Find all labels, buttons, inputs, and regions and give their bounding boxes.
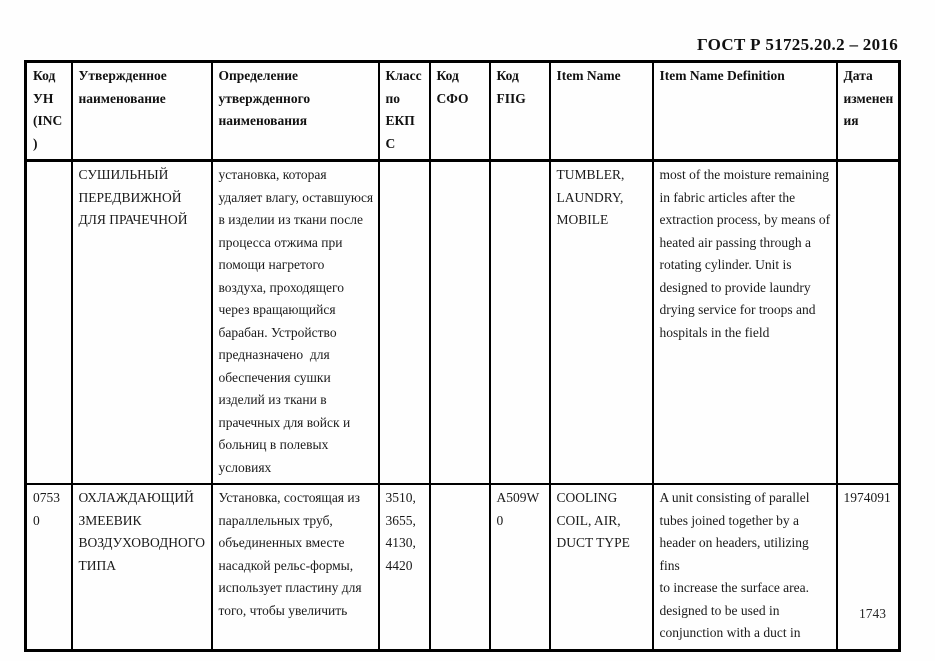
cell-inc-code: 07530	[24, 483, 73, 651]
table-row: СУШИЛЬНЫЙ ПЕРЕДВИЖНОЙ ДЛЯ ПРАЧЕЧНОЙ уста…	[24, 159, 901, 485]
header-item-name-definition: Item Name Definition	[651, 60, 838, 162]
header-row: Код УН (INC) Утвержденное наименование О…	[24, 60, 901, 162]
header-ekps-class: Класс по ЕКПС	[377, 60, 431, 162]
cell-inc-code	[24, 159, 73, 485]
cell-approved-name-definition: установка, которая удаляет влагу, оставш…	[210, 159, 380, 485]
cell-item-name-definition: A unit consisting of parallel tubes join…	[651, 483, 838, 651]
cell-fiig-code	[488, 159, 551, 485]
cell-approved-name: СУШИЛЬНЫЙ ПЕРЕДВИЖНОЙ ДЛЯ ПРАЧЕЧНОЙ	[70, 159, 213, 485]
cell-ekps-class	[377, 159, 431, 485]
header-fiig-code: Код FIIG	[488, 60, 551, 162]
cell-item-name-definition: most of the moisture remaining in fabric…	[651, 159, 838, 485]
header-approved-name-definition: Определение утвержденного наименования	[210, 60, 380, 162]
doc-header: ГОСТ Р 51725.20.2 – 2016	[24, 35, 898, 55]
cell-approved-name: ОХЛАЖДАЮЩИЙ ЗМЕЕВИК ВОЗДУХОВОДНОГО ТИПА	[70, 483, 213, 651]
header-change-date: Дата изменен ия	[835, 60, 901, 162]
cell-sfo-code	[428, 159, 491, 485]
cell-sfo-code	[428, 483, 491, 651]
cell-change-date: 1974091	[835, 483, 901, 651]
header-inc-code: Код УН (INC)	[24, 60, 73, 162]
header-item-name: Item Name	[548, 60, 654, 162]
inc-catalog-table: Код УН (INC) Утвержденное наименование О…	[24, 60, 901, 652]
cell-ekps-class: 3510, 3655, 4130, 4420	[377, 483, 431, 651]
cell-item-name: COOLING COIL, AIR, DUCT TYPE	[548, 483, 654, 651]
page-footer: 1743	[24, 606, 898, 622]
cell-approved-name-definition: Установка, состоящая из параллельных тру…	[210, 483, 380, 651]
header-sfo-code: Код СФО	[428, 60, 491, 162]
cell-item-name: TUMBLER, LAUNDRY, MOBILE	[548, 159, 654, 485]
doc-title: ГОСТ Р 51725.20.2 – 2016	[696, 35, 898, 54]
page-number: 1743	[859, 606, 886, 621]
header-approved-name: Утвержденное наименование	[70, 60, 213, 162]
cell-fiig-code: A509W 0	[488, 483, 551, 651]
cell-change-date	[835, 159, 901, 485]
table-row: 07530 ОХЛАЖДАЮЩИЙ ЗМЕЕВИК ВОЗДУХОВОДНОГО…	[24, 483, 901, 651]
